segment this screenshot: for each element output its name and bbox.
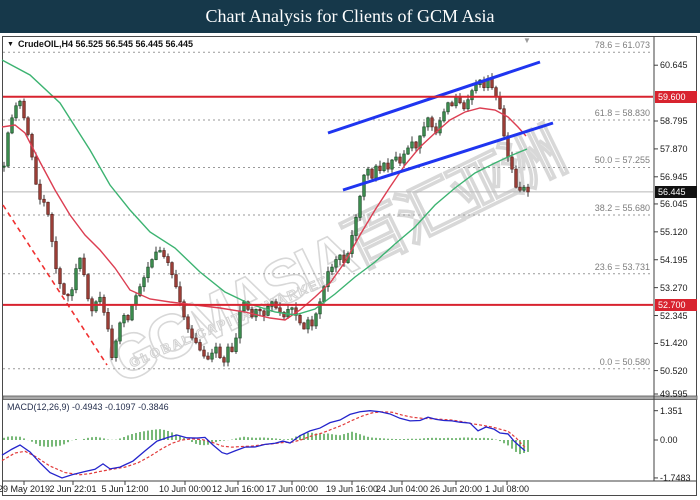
macd-main-line <box>1 410 526 479</box>
symbol-ohlc-bar[interactable]: ▼ CrudeOIL,H4 56.525 56.545 56.445 56.445 <box>7 39 193 49</box>
panel-separator[interactable] <box>2 395 698 400</box>
ma-red-line <box>1 107 527 321</box>
axis-tick-marks <box>23 64 658 485</box>
symbol-dropdown-icon[interactable]: ▼ <box>7 41 14 48</box>
macd-indicator-label: MACD(12,26,9) -0.4943 -0.1097 -0.3846 <box>7 402 169 412</box>
chart-frame <box>2 36 697 496</box>
chart-shift-marker-icon[interactable]: ▼ <box>523 36 531 45</box>
horizontal-levels[interactable] <box>3 95 653 306</box>
title-bar: Chart Analysis for Clients of GCM Asia <box>0 0 700 33</box>
candlesticks <box>2 73 530 367</box>
macd-panel[interactable] <box>1 410 529 479</box>
fib-retracement-lines <box>3 51 653 370</box>
ma-green-line <box>1 59 528 316</box>
descending-trendline-dashed[interactable] <box>2 204 108 366</box>
page-title: Chart Analysis for Clients of GCM Asia <box>205 6 495 26</box>
symbol-ohlc-text: CrudeOIL,H4 56.525 56.545 56.445 56.445 <box>17 39 194 49</box>
